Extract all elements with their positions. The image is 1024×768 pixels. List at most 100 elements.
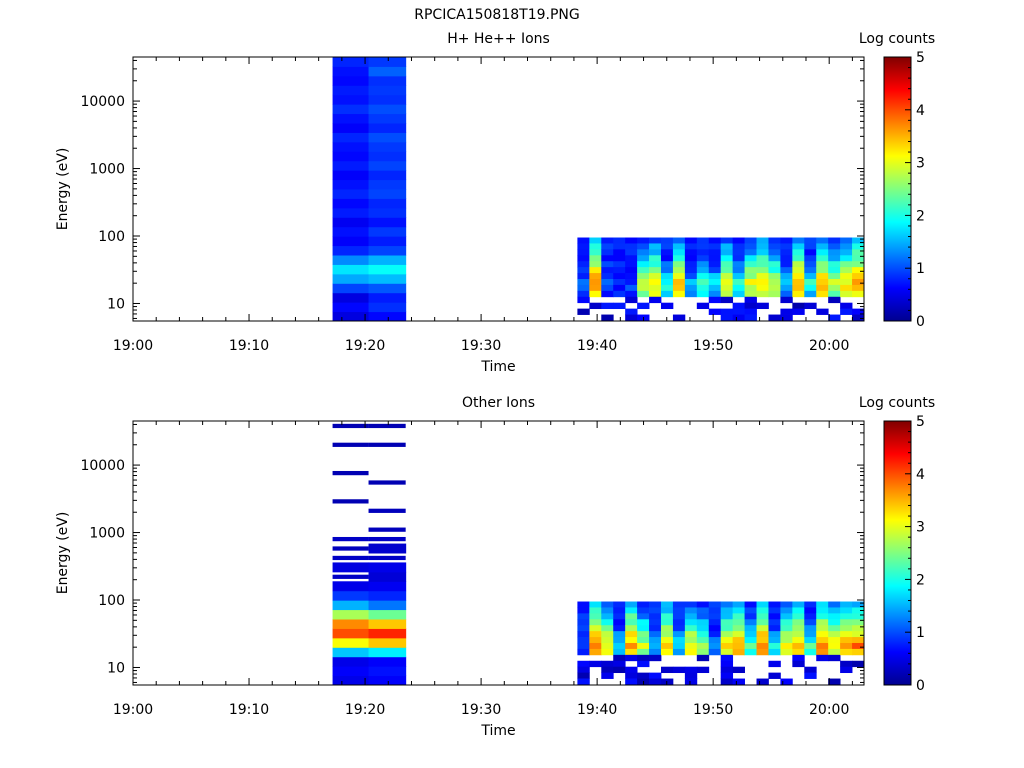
heatmap-cell	[804, 290, 817, 298]
heatmap-cell	[332, 574, 369, 579]
heatmap-cell	[708, 296, 722, 304]
panel-title: Other Ions	[462, 395, 535, 411]
heatmap-cell	[684, 284, 698, 292]
heatmap-cell	[756, 607, 769, 614]
heatmap-cell	[625, 267, 638, 274]
heatmap-cell	[332, 637, 370, 648]
heatmap-cell	[852, 607, 865, 614]
heatmap-cell	[804, 631, 817, 638]
x-tick-label: 19:40	[577, 702, 617, 718]
heatmap-cell	[804, 672, 817, 679]
heatmap-cell	[804, 255, 817, 262]
heatmap-cell	[332, 104, 370, 115]
heatmap-cell	[744, 249, 757, 256]
heatmap-cell	[816, 243, 829, 250]
heatmap-cell	[828, 255, 841, 262]
heatmap-cell	[804, 619, 817, 626]
heatmap-cell	[672, 261, 686, 268]
heatmap-cell	[613, 290, 626, 298]
colorbar-tick-label: 2	[916, 572, 925, 588]
heatmap-cell	[804, 243, 817, 250]
heatmap-cell	[613, 243, 626, 250]
heatmap-cell	[816, 255, 829, 262]
heatmap-cell	[601, 249, 614, 256]
heatmap-cell	[332, 207, 370, 218]
heatmap-cell	[625, 249, 638, 256]
heatmap-cell	[768, 619, 781, 626]
heatmap-cell	[684, 249, 698, 256]
heatmap-cell	[708, 284, 722, 292]
heatmap-cell	[852, 642, 865, 650]
y-tick-label: 10000	[80, 94, 125, 110]
heatmap-cell	[708, 601, 722, 608]
heatmap-cell	[840, 619, 853, 626]
heatmap-cell	[672, 631, 686, 638]
heatmap-cell	[649, 607, 662, 614]
heatmap-cell	[732, 308, 745, 315]
heatmap-cell	[852, 660, 865, 668]
heatmap-cell	[756, 631, 769, 638]
heatmap-cell	[768, 267, 781, 274]
heatmap-cell	[368, 628, 407, 639]
heatmap-cell	[840, 267, 853, 274]
heatmap-cell	[637, 249, 650, 256]
y-tick-label: 10	[107, 660, 125, 676]
heatmap-cell	[672, 625, 686, 632]
heatmap-cell	[852, 314, 865, 321]
heatmap-cell	[637, 278, 650, 286]
heatmap-cell	[828, 267, 841, 274]
heatmap-cell	[804, 666, 817, 674]
heatmap-cell	[672, 666, 686, 674]
heatmap-cell	[744, 261, 757, 268]
heatmap-cell	[577, 267, 590, 274]
heatmap-cell	[816, 278, 829, 286]
heatmap-cell	[720, 631, 734, 638]
heatmap-cell	[589, 660, 602, 668]
heatmap-cell	[828, 637, 841, 644]
heatmap-cell	[792, 625, 805, 632]
heatmap-cell	[792, 302, 805, 310]
heatmap-cell	[589, 249, 602, 256]
heatmap-cell	[368, 555, 406, 561]
heatmap-cell	[368, 273, 407, 284]
heatmap-cell	[589, 637, 602, 644]
heatmap-cell	[332, 57, 370, 67]
heatmap-cell	[601, 255, 614, 262]
heatmap-cell	[332, 675, 370, 686]
heatmap-cell	[816, 267, 829, 274]
heatmap-cell	[601, 243, 614, 250]
heatmap-cell	[768, 290, 781, 298]
colorbar-tick-label: 5	[916, 50, 925, 66]
heatmap-cell	[332, 470, 369, 476]
heatmap-cell	[577, 648, 590, 656]
heatmap-cell	[577, 261, 590, 268]
heatmap-cell	[332, 160, 370, 171]
heatmap-cell	[840, 625, 853, 632]
heatmap-cell	[708, 308, 722, 315]
heatmap-cell	[660, 237, 674, 244]
heatmap-cell	[649, 654, 662, 662]
heatmap-cell	[577, 296, 590, 304]
colorbar-label: Log counts	[859, 31, 935, 47]
colorbar-tick-label: 0	[916, 678, 925, 694]
heatmap-cell	[852, 613, 865, 620]
x-tick-label: 19:20	[345, 338, 385, 354]
heatmap-cell	[732, 267, 745, 274]
y-axis-label: Energy (eV)	[55, 148, 71, 231]
heatmap-cell	[649, 619, 662, 626]
heatmap-cell	[332, 123, 370, 133]
heatmap-cell	[828, 314, 841, 321]
colorbar-tick-label: 5	[916, 414, 925, 430]
heatmap-cell	[637, 273, 650, 280]
heatmap-cell	[625, 648, 638, 656]
heatmap-cell	[768, 637, 781, 644]
x-axis-label: Time	[480, 723, 515, 739]
heatmap-cell	[613, 607, 626, 614]
heatmap-cell	[589, 648, 602, 656]
heatmap-cell	[792, 654, 805, 662]
heatmap-cell	[720, 672, 734, 679]
heatmap-cell	[368, 423, 406, 429]
heatmap-cell	[589, 284, 602, 292]
heatmap-cell	[637, 290, 650, 298]
heatmap-cell	[756, 637, 769, 644]
